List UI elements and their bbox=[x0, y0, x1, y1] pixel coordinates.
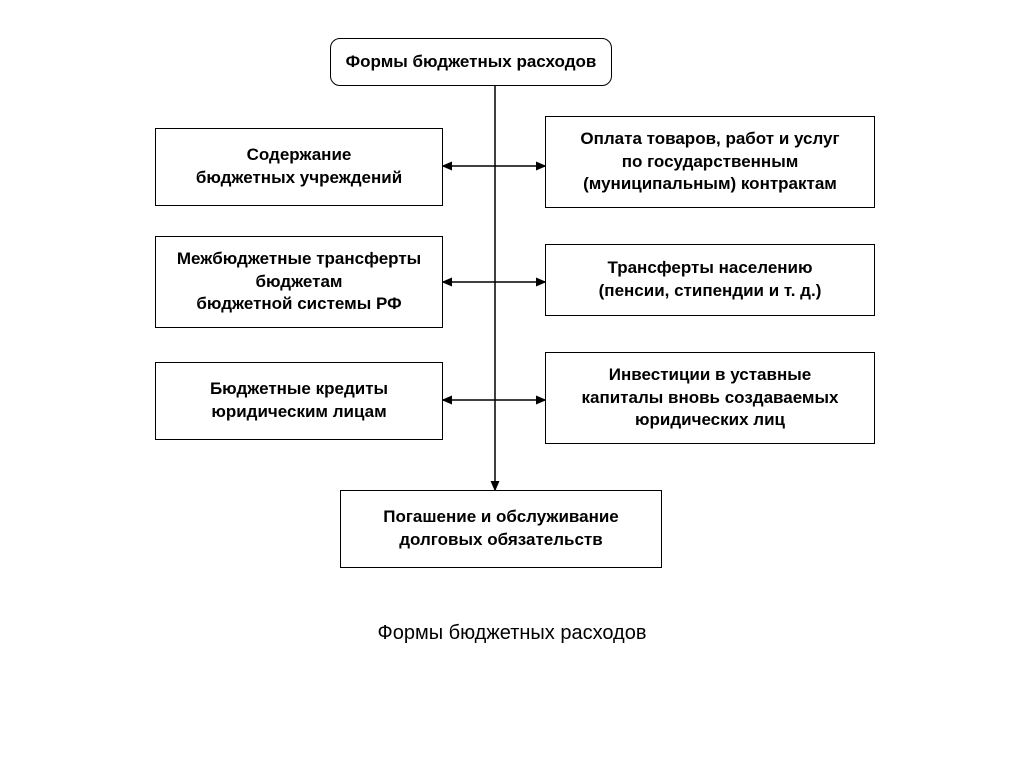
node-title: Формы бюджетных расходов bbox=[330, 38, 612, 86]
node-bottom: Погашение и обслуживаниедолговых обязате… bbox=[340, 490, 662, 568]
node-left3: Бюджетные кредитыюридическим лицам bbox=[155, 362, 443, 440]
node-text-left2: Межбюджетные трансфертыбюджетамбюджетной… bbox=[177, 248, 421, 317]
node-left1: Содержаниебюджетных учреждений bbox=[155, 128, 443, 206]
node-text-bottom: Погашение и обслуживаниедолговых обязате… bbox=[383, 506, 619, 552]
node-text-left1: Содержаниебюджетных учреждений bbox=[196, 144, 402, 190]
node-text-right1: Оплата товаров, работ и услугпо государс… bbox=[580, 128, 839, 197]
caption: Формы бюджетных расходов bbox=[0, 622, 1024, 645]
node-left2: Межбюджетные трансфертыбюджетамбюджетной… bbox=[155, 236, 443, 328]
node-right2: Трансферты населению(пенсии, стипендии и… bbox=[545, 244, 875, 316]
node-text-title: Формы бюджетных расходов bbox=[346, 51, 597, 74]
node-text-right3: Инвестиции в уставныекапиталы вновь созд… bbox=[581, 364, 838, 433]
node-right3: Инвестиции в уставныекапиталы вновь созд… bbox=[545, 352, 875, 444]
node-text-right2: Трансферты населению(пенсии, стипендии и… bbox=[599, 257, 822, 303]
node-text-left3: Бюджетные кредитыюридическим лицам bbox=[210, 378, 388, 424]
diagram: Формы бюджетных расходов Содержаниебюджет… bbox=[0, 0, 1024, 767]
node-right1: Оплата товаров, работ и услугпо государс… bbox=[545, 116, 875, 208]
